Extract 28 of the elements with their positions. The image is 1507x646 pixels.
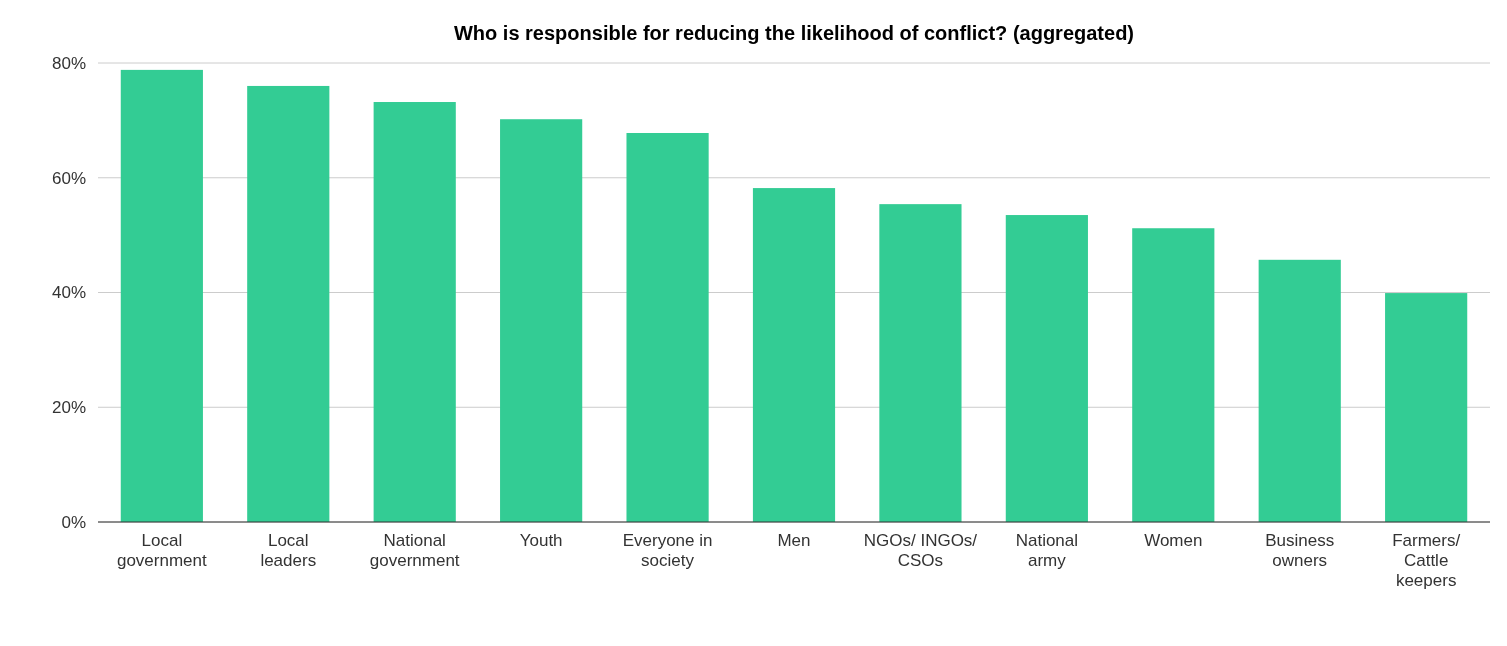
bar: [120, 69, 203, 522]
bar: [1132, 228, 1215, 522]
bar: [1005, 215, 1088, 522]
x-tick-label: Youth: [519, 531, 563, 550]
x-tick-label: Local government: [116, 531, 208, 570]
bar: [500, 119, 583, 522]
x-tick-label: Local leaders: [260, 531, 317, 570]
x-tick-label: Women: [1144, 531, 1203, 550]
x-tick-label: Everyone in society: [622, 531, 713, 570]
chart-title: Who is responsible for reducing the likelihood of conflict? (aggregated): [453, 22, 1135, 44]
bar: [247, 85, 330, 522]
x-tick-label: Men: [777, 531, 811, 550]
x-tick-label: Farmers/ Cattle keepers: [1392, 531, 1461, 590]
bar: [752, 188, 836, 522]
bar: [373, 102, 456, 522]
x-tick-label: NGOs/ INGOs/ CSOs: [863, 531, 978, 570]
bar: [1258, 259, 1341, 522]
x-tick-label: Business owners: [1265, 531, 1335, 570]
y-tick-label: 80%: [51, 53, 86, 73]
y-tick-label: 20%: [51, 398, 86, 418]
bar: [879, 204, 962, 522]
y-tick-label: 0%: [61, 512, 86, 532]
x-tick-label: National government: [369, 531, 460, 570]
bar: [1385, 293, 1468, 522]
x-tick-label: National army: [1015, 531, 1079, 570]
y-tick-label: 40%: [51, 283, 86, 303]
y-tick-label: 60%: [51, 168, 86, 188]
bar: [626, 133, 709, 522]
